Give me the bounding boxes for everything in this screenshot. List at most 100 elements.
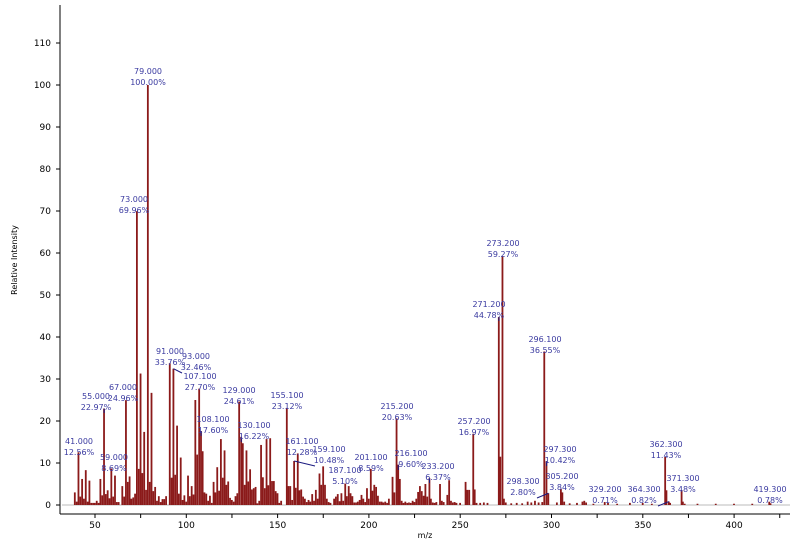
peak-bar	[714, 503, 717, 505]
peak-percent-label: 5.10%	[332, 477, 358, 486]
peak-bar	[236, 493, 239, 505]
peak-bar	[141, 473, 144, 505]
peak-mz-label: 305.200	[545, 472, 578, 481]
peak-bar	[99, 478, 102, 505]
peak-mz-label: 108.100	[196, 415, 229, 424]
peak-bar	[314, 489, 317, 505]
labeled-peak-bar	[428, 478, 431, 505]
peak-percent-label: 32.46%	[181, 363, 212, 372]
peak-bar	[583, 500, 586, 505]
labeled-peak-bar	[135, 211, 138, 505]
peak-bar	[459, 502, 461, 505]
labeled-peak-bar	[559, 488, 562, 505]
peak-bar	[561, 492, 564, 505]
peak-bar	[145, 489, 147, 505]
peak-bar	[349, 493, 352, 505]
peak-bar	[482, 502, 485, 505]
peak-bar	[143, 431, 146, 505]
peak-bar	[139, 373, 142, 505]
peak-percent-label: 16.97%	[459, 428, 490, 437]
y-ticks: 0 10 20 30 40 50 60 70 80 90 100 110	[34, 39, 60, 511]
x-tick-label: 400	[726, 521, 743, 531]
peak-bar	[355, 502, 357, 505]
peak-bar	[230, 499, 233, 505]
peak-bar	[387, 498, 390, 505]
peak-bar	[448, 480, 451, 505]
peak-mz-label: 159.100	[312, 445, 345, 454]
peak-bar	[134, 493, 136, 505]
peak-bar	[176, 425, 178, 505]
labeled-peak-bar	[77, 452, 80, 505]
peak-bar	[364, 502, 367, 505]
peak-percent-label: 3.84%	[549, 483, 575, 492]
peak-bar	[333, 498, 336, 505]
peak-mz-label: 155.100	[270, 391, 303, 400]
peak-bar	[97, 502, 100, 505]
peak-bar	[170, 477, 173, 505]
peak-bar	[90, 502, 93, 505]
labeled-peak-bar	[103, 408, 105, 505]
peak-bar	[101, 495, 104, 505]
peak-bar	[473, 489, 476, 505]
peak-percent-label: 22.97%	[81, 403, 112, 412]
peak-bar	[300, 489, 303, 505]
peak-percent-label: 11.43%	[651, 451, 682, 460]
labeled-peak-bar	[172, 368, 175, 505]
peak-percent-label: 6.37%	[425, 473, 451, 482]
peak-percent-label: 36.55%	[530, 346, 561, 355]
labeled-peak-bar	[110, 468, 113, 505]
x-tick-label: 250	[452, 521, 469, 531]
peak-bar	[466, 489, 469, 505]
peak-bar	[251, 489, 253, 505]
peak-bar	[115, 502, 118, 505]
peak-bar	[413, 502, 416, 505]
peak-bar	[468, 489, 471, 505]
y-tick-label: 10	[40, 459, 52, 469]
peak-bar	[154, 486, 157, 505]
peak-bar	[378, 501, 381, 505]
peak-bar	[234, 496, 237, 505]
peak-bar	[367, 498, 370, 505]
peak-bar	[223, 450, 226, 505]
peak-bar	[303, 498, 306, 505]
peak-bar	[75, 501, 78, 505]
peak-bar	[260, 444, 262, 505]
peak-mz-label: 187.100	[328, 466, 361, 475]
peak-bar	[345, 496, 348, 505]
labeled-peak-bar	[369, 468, 372, 505]
peak-mz-label: 59.000	[100, 453, 128, 462]
labeled-peak-bar	[146, 85, 149, 505]
x-tick-label: 150	[269, 521, 286, 531]
peak-percent-label: 12.56%	[64, 448, 95, 457]
peak-bar	[641, 502, 644, 505]
peak-bar	[464, 481, 467, 505]
y-tick-label: 100	[34, 81, 51, 91]
peak-mz-label: 41.000	[65, 437, 93, 446]
labeled-peak-bar	[293, 460, 296, 505]
peak-bar	[294, 487, 297, 505]
peak-bar	[252, 488, 255, 505]
peak-bar	[256, 503, 259, 505]
peak-bar	[152, 491, 155, 505]
peak-bar	[218, 490, 220, 505]
peak-mz-label: 91.000	[156, 347, 184, 356]
peak-bar	[451, 502, 454, 505]
peak-bar	[419, 486, 421, 505]
peak-bar	[287, 486, 290, 505]
labeled-peak-bar	[285, 407, 288, 505]
peak-bar	[269, 438, 272, 505]
peak-bar	[156, 500, 158, 505]
peak-bar	[681, 501, 684, 505]
labeled-peak-bar	[238, 401, 241, 505]
peak-bar	[313, 500, 315, 505]
peak-bar	[515, 502, 518, 505]
peak-bar	[534, 500, 536, 505]
labeled-peak-bar	[397, 464, 400, 505]
y-tick-label: 80	[40, 165, 52, 175]
peak-bar	[375, 486, 378, 505]
peak-bar	[366, 488, 368, 505]
peak-bar	[79, 496, 82, 505]
leader-line	[536, 492, 549, 499]
peak-mz-label: 233.200	[421, 462, 454, 471]
peak-mz-label: 79.000	[134, 67, 162, 76]
